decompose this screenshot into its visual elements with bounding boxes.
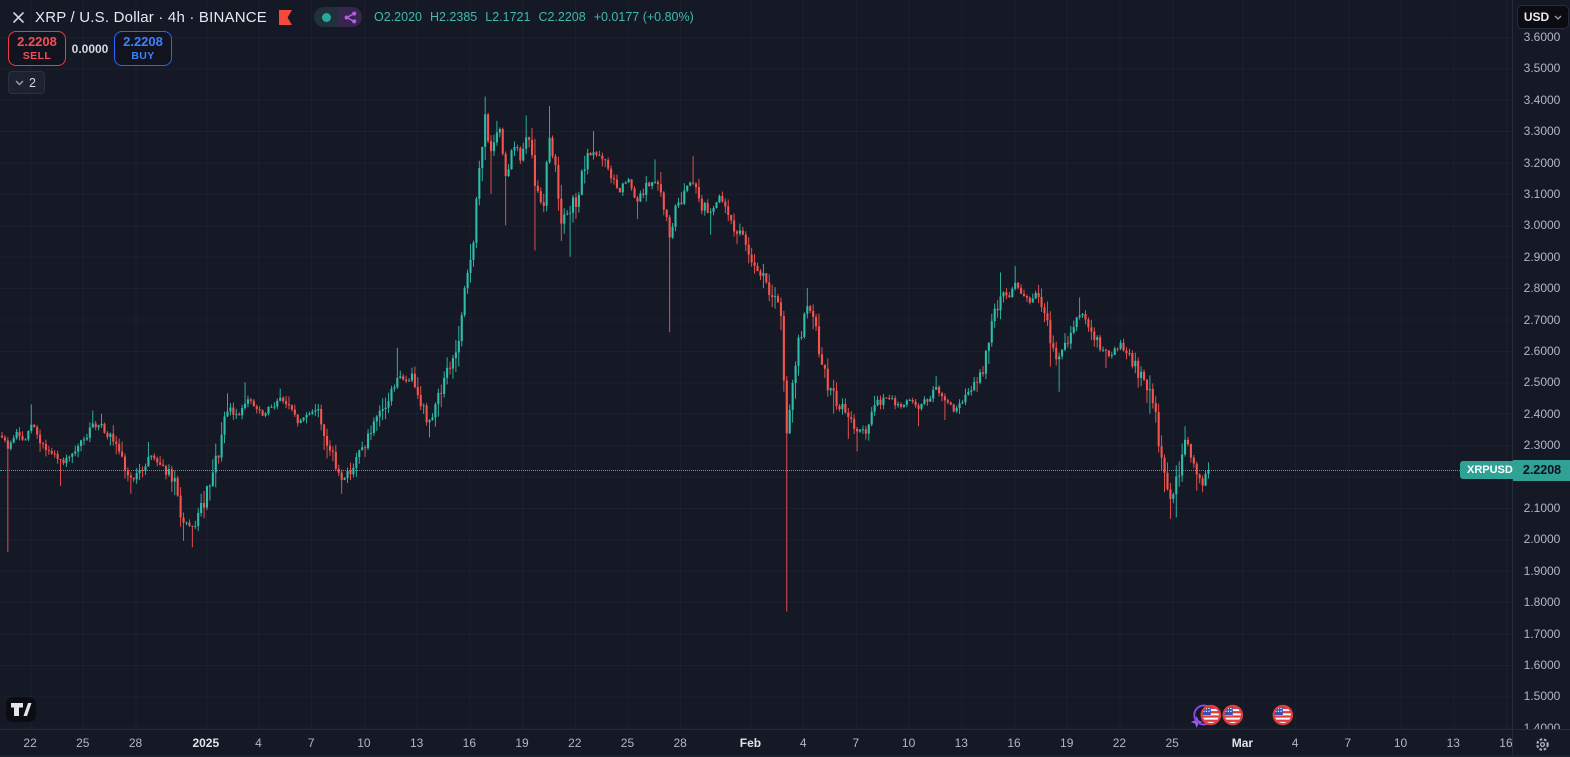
flag-icon: [279, 9, 293, 25]
ohlc-high: H2.2385: [429, 10, 478, 24]
price-line-symbol-tag: XRPUSD: [1460, 461, 1520, 479]
candlestick-canvas[interactable]: [0, 0, 1512, 729]
time-tick-label: 7: [852, 736, 860, 750]
time-tick-label: 28: [128, 736, 143, 750]
close-icon: [12, 11, 24, 23]
price-tick-label: 1.7000: [1523, 626, 1561, 641]
us-flag-icon[interactable]: [1200, 704, 1222, 726]
time-tick-label: 7: [1344, 736, 1352, 750]
us-flag-icon[interactable]: [1272, 704, 1294, 726]
time-tick-label: 25: [620, 736, 635, 750]
price-tick-label: 2.9000: [1523, 249, 1561, 264]
time-tick-label: Feb: [739, 736, 762, 750]
time-tick-label: 19: [515, 736, 529, 750]
time-tick-label: 16: [1499, 736, 1513, 750]
time-tick-label: Mar: [1231, 736, 1254, 750]
close-button[interactable]: [8, 7, 28, 27]
time-tick-label: 19: [1060, 736, 1074, 750]
time-tick-label: 16: [1007, 736, 1021, 750]
price-tick-label: 2.4000: [1523, 406, 1561, 421]
gear-icon: [1535, 737, 1549, 751]
time-tick-label: 25: [76, 736, 90, 750]
chevron-down-icon: [15, 80, 24, 85]
time-tick-label: 28: [673, 736, 687, 750]
bottom-border: [0, 755, 1570, 757]
price-tick-label: 3.3000: [1523, 124, 1561, 139]
sell-button[interactable]: 2.2208 SELL: [8, 31, 66, 66]
price-tick-label: 3.4000: [1523, 92, 1561, 107]
time-tick-label: 2025: [192, 736, 220, 750]
price-tick-label: 3.1000: [1523, 186, 1561, 201]
price-tick-label: 3.2000: [1523, 155, 1561, 170]
time-tick-label: 16: [462, 736, 477, 750]
price-tick-label: 1.6000: [1523, 657, 1561, 672]
price-tick-label: 2.0000: [1523, 532, 1561, 547]
time-tick-label: 4: [1291, 736, 1299, 750]
price-tick-label: 1.8000: [1523, 595, 1561, 610]
sell-label: SELL: [22, 49, 52, 62]
price-axis[interactable]: USD 3.6000 3.5000 3.4000 3.3000 3.2000 3.1000…: [1512, 0, 1570, 735]
market-status-dot-icon: [321, 12, 331, 22]
time-tick-label: 13: [954, 736, 968, 750]
sell-price: 2.2208: [17, 34, 57, 49]
event-markers[interactable]: [1190, 704, 1294, 729]
candle-countdown-chip[interactable]: 2: [8, 71, 45, 94]
price-tick-label: 1.5000: [1523, 689, 1561, 704]
market-status-toggle[interactable]: [314, 7, 363, 27]
time-tick-label: 4: [799, 736, 807, 750]
symbol-title[interactable]: XRP / U.S. Dollar · 4h · BINANCE: [35, 8, 268, 26]
price-tick-label: 2.6000: [1523, 343, 1561, 358]
chart-plot-area[interactable]: XRPUSD: [0, 0, 1520, 729]
currency-label: USD: [1523, 10, 1550, 24]
trade-panel: 2.2208 SELL 0.0000 2.2208 BUY: [8, 31, 172, 66]
buy-label: BUY: [131, 49, 155, 62]
price-tick-label: 3.0000: [1523, 218, 1561, 233]
ideas-segment: [338, 7, 363, 27]
price-tick-label: 1.9000: [1523, 563, 1561, 578]
time-tick-label: 7: [307, 736, 315, 750]
price-tick-label: 2.1000: [1523, 500, 1561, 515]
time-tick-label: 22: [23, 736, 37, 750]
grid: [0, 0, 1512, 729]
price-tick-label: 2.3000: [1523, 438, 1561, 453]
ohlc-open: O2.2020: [374, 10, 422, 24]
tradingview-logo[interactable]: [6, 697, 36, 722]
time-tick-label: 22: [1112, 736, 1127, 750]
us-flag-icon[interactable]: [1222, 704, 1244, 726]
last-price-badge: 2.2208: [1513, 459, 1570, 481]
chart-header: XRP / U.S. Dollar · 4h · BINANCE O2.2020: [8, 6, 702, 28]
ohlc-readout: O2.2020 H2.2385 L2.1721 C2.2208 +0.0177 …: [374, 10, 702, 24]
flag-button[interactable]: [279, 9, 294, 25]
time-tick-label: 13: [1446, 736, 1460, 750]
price-tick-label: 3.6000: [1523, 29, 1561, 44]
time-axis[interactable]: 22 25 28 2025 4 7 10 13 16 19 22 25 28 Feb 4 7 10 13 16 19 2…: [0, 729, 1513, 756]
market-open-segment: [314, 7, 339, 27]
time-tick-label: 25: [1165, 736, 1179, 750]
price-tick-label: 2.5000: [1523, 375, 1561, 390]
ohlc-change: +0.0177 (+0.80%): [593, 10, 694, 24]
buy-button[interactable]: 2.2208 BUY: [114, 31, 172, 66]
spread-value: 0.0000: [71, 41, 109, 56]
price-tick-label: 2.7000: [1523, 312, 1561, 327]
time-tick-label: 10: [357, 736, 371, 750]
price-tick-label: 3.5000: [1523, 61, 1561, 76]
time-tick-label: 22: [568, 736, 582, 750]
ohlc-low: L2.1721: [485, 10, 531, 24]
time-tick-label: 10: [1393, 736, 1408, 750]
time-tick-label: 10: [901, 736, 916, 750]
last-price-line: [0, 469, 1512, 471]
currency-dropdown[interactable]: USD: [1517, 5, 1569, 29]
share-nodes-icon: [344, 11, 356, 23]
time-tick-label: 13: [409, 736, 424, 750]
candles: [0, 96, 1210, 612]
price-tick-label: 2.8000: [1523, 281, 1561, 296]
tradingview-logo-icon: [11, 703, 32, 716]
buy-price: 2.2208: [123, 34, 163, 49]
ohlc-close: C2.2208: [538, 10, 586, 24]
time-tick-label: 4: [255, 736, 262, 750]
axis-settings-corner[interactable]: [1512, 729, 1570, 757]
candle-countdown-value: 2: [29, 75, 36, 90]
chevron-down-icon: [1554, 15, 1562, 20]
